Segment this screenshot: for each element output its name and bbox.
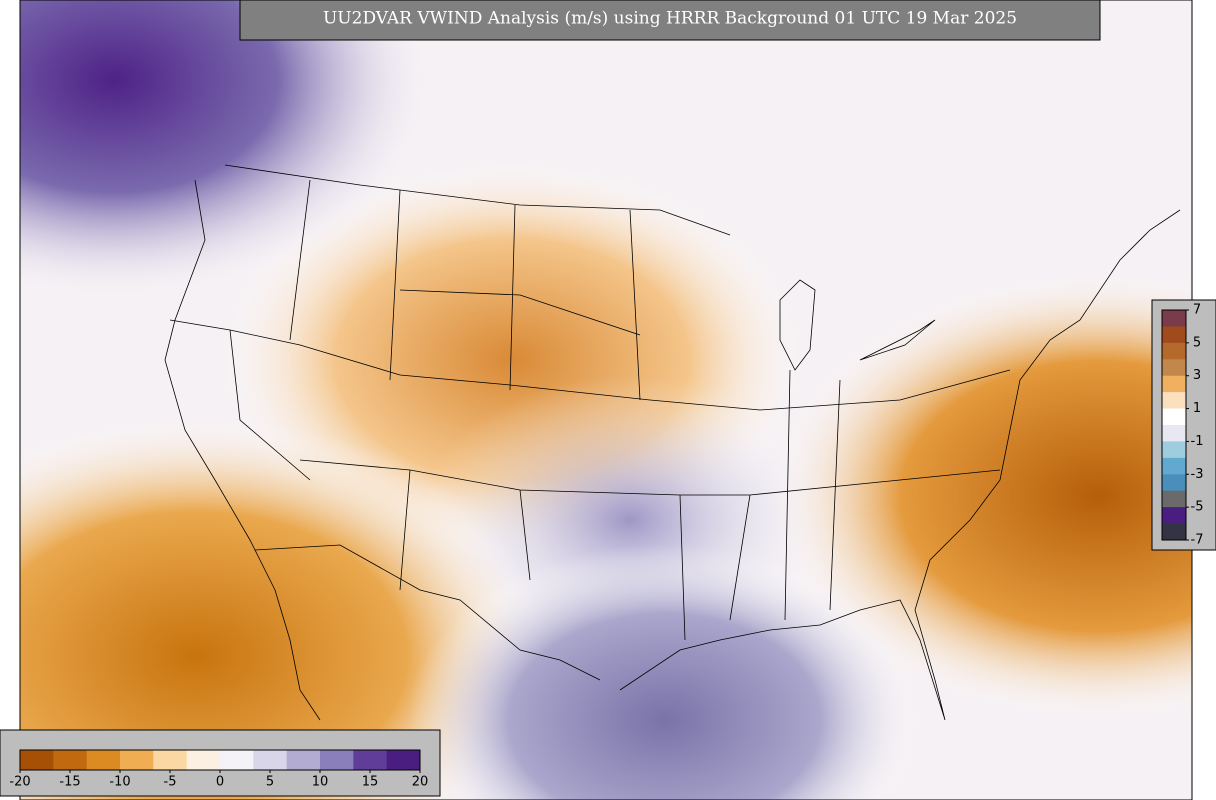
colorbar-tick-label: -10 bbox=[109, 775, 130, 790]
colorbar-swatch bbox=[1162, 523, 1186, 541]
colorbar-swatch bbox=[153, 750, 188, 770]
colorbar-swatch bbox=[286, 750, 321, 770]
colorbar-tick-label: -3 bbox=[1191, 467, 1204, 482]
colorbar-swatch bbox=[1162, 359, 1186, 377]
title-box bbox=[239, 0, 1101, 41]
colorbar-tick-label: 5 bbox=[1193, 335, 1201, 350]
colorbar-swatch bbox=[1162, 474, 1186, 492]
colorbar-swatch bbox=[386, 750, 421, 770]
lake bbox=[779, 279, 936, 371]
colorbar-outline bbox=[1161, 309, 1187, 541]
colorbar-tick-label: 20 bbox=[412, 775, 429, 790]
colorbar-tick-label: 3 bbox=[1193, 368, 1201, 383]
colorbar-swatch bbox=[1162, 392, 1186, 410]
colorbars: -20 -15 -10 -5 0 5 10 15 20 7 5 3 1 -1 -3 -5 -7 bbox=[9, 303, 1203, 790]
colorbar-swatch bbox=[1162, 310, 1186, 327]
colorbar-swatch bbox=[1162, 326, 1186, 344]
colorbar-swatch bbox=[186, 750, 221, 770]
colorbar-swatch bbox=[1162, 408, 1186, 426]
colorbar-tick-label: 5 bbox=[266, 775, 274, 790]
colorbar-swatch bbox=[1162, 507, 1186, 525]
colorbar-swatch bbox=[353, 750, 388, 770]
colorbar-swatch bbox=[120, 750, 154, 770]
colorbar-swatch bbox=[53, 750, 88, 770]
colorbar-tick-label: 10 bbox=[312, 775, 329, 790]
borders bbox=[164, 164, 1181, 721]
colorbar-swatch bbox=[1162, 425, 1186, 442]
colorbar-tick-label: -1 bbox=[1191, 434, 1204, 449]
coastline bbox=[619, 209, 1181, 721]
title: UU2DVAR VWIND Analysis (m/s) using HRRR … bbox=[323, 9, 1017, 29]
colorbar-swatch bbox=[1162, 375, 1186, 393]
border-line bbox=[254, 544, 601, 681]
coastline bbox=[164, 179, 321, 721]
field-shading bbox=[20, 0, 1192, 800]
colorbar-swatch bbox=[1162, 441, 1186, 459]
colorbar-tick-label: -5 bbox=[164, 775, 177, 790]
colorbar-swatch bbox=[320, 750, 354, 770]
colorbar-tick-label: 15 bbox=[362, 775, 379, 790]
colorbar-tick-label: -15 bbox=[59, 775, 80, 790]
colorbar-swatch bbox=[253, 750, 288, 770]
colorbar-tick-label: 1 bbox=[1193, 401, 1201, 416]
state-lines bbox=[169, 179, 1011, 641]
colorbar-tick-label: 0 bbox=[216, 775, 224, 790]
colorbar-swatch bbox=[1162, 342, 1186, 360]
colorbar-swatch bbox=[1162, 490, 1186, 508]
colorbar-tick-label: -5 bbox=[1191, 500, 1204, 515]
colorbar-tick-label: -7 bbox=[1191, 533, 1204, 548]
colorbar-swatch bbox=[86, 750, 121, 770]
colorbar-swatch bbox=[220, 750, 254, 770]
colorbar-swatch bbox=[20, 750, 54, 770]
colorbar-swatch bbox=[1162, 457, 1186, 475]
border-line bbox=[224, 164, 731, 236]
colorbar-tick-label: -20 bbox=[9, 775, 30, 790]
colorbar-tick-label: 7 bbox=[1193, 303, 1201, 318]
